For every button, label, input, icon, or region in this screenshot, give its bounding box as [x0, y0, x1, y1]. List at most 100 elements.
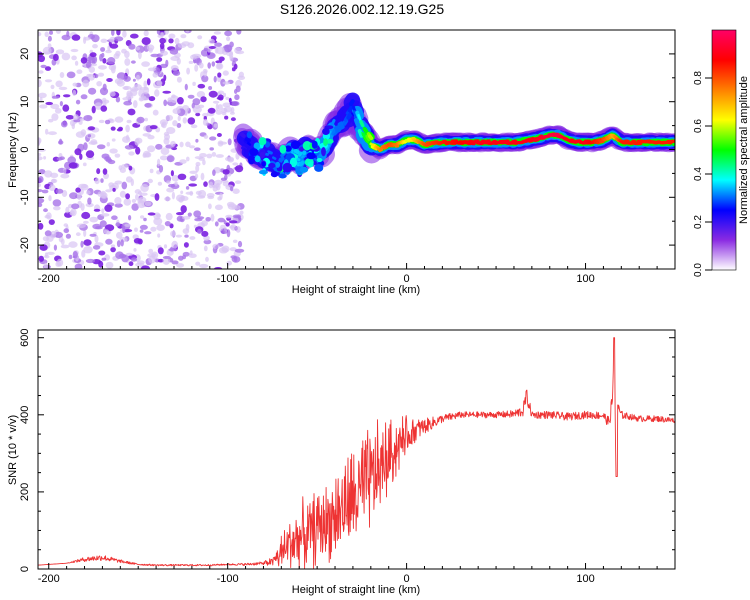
noise-blob — [59, 101, 64, 107]
noise-blob — [196, 195, 206, 199]
noise-blob — [73, 119, 81, 123]
noise-blob — [125, 124, 130, 133]
noise-blob — [101, 153, 110, 159]
colorbar-ticks: 0.0 0.2 0.4 0.6 0.8 — [693, 71, 712, 277]
spectrogram-xtick-label: 0 — [404, 273, 410, 285]
noise-blob — [148, 255, 156, 264]
noise-blob — [227, 157, 234, 163]
noise-blob — [212, 100, 220, 104]
noise-blob — [128, 43, 136, 50]
noise-blob — [103, 229, 110, 234]
noise-blob — [189, 250, 193, 256]
ridge-segment — [532, 137, 538, 141]
spectrogram-xtick-label: -100 — [217, 273, 239, 285]
noise-blob — [61, 52, 71, 61]
noise-blob — [54, 231, 63, 238]
noise-blob — [71, 34, 81, 41]
noise-blob — [88, 66, 96, 73]
ridge-blob — [270, 171, 279, 178]
noise-blob — [38, 137, 41, 146]
noise-blob — [200, 96, 207, 103]
noise-blob — [171, 240, 178, 249]
ridge-segment — [313, 157, 318, 162]
noise-blob — [91, 105, 96, 114]
noise-blob — [49, 30, 53, 35]
noise-blob — [184, 83, 188, 91]
noise-blob — [87, 126, 96, 131]
noise-blob — [100, 47, 106, 52]
ridge-segment — [357, 129, 364, 138]
noise-blob — [65, 206, 70, 214]
noise-blob — [235, 79, 243, 88]
noise-blob — [76, 192, 82, 201]
noise-blob — [180, 205, 187, 214]
noise-blob — [187, 42, 195, 49]
noise-blob — [122, 97, 131, 101]
ridge-segment — [538, 134, 544, 138]
spectrogram-ytick-label: -20 — [19, 237, 31, 253]
noise-blob — [122, 136, 131, 143]
noise-blob — [132, 78, 136, 82]
noise-blob — [158, 165, 164, 173]
colorbar-gradient — [711, 29, 737, 271]
noise-blob — [160, 50, 168, 56]
noise-blob — [159, 30, 165, 33]
noise-blob — [128, 215, 132, 221]
ridge-segment — [337, 128, 342, 132]
ridge-segment — [301, 154, 305, 159]
noise-blob — [70, 48, 79, 53]
noise-blob — [147, 67, 157, 72]
noise-blob — [194, 64, 199, 72]
noise-blob — [176, 57, 181, 65]
noise-blob — [85, 202, 94, 208]
noise-blob — [124, 50, 130, 59]
noise-blob — [177, 115, 181, 122]
noise-blob — [135, 146, 141, 155]
noise-blob — [133, 100, 138, 109]
noise-blob — [190, 124, 198, 129]
noise-blob — [119, 190, 126, 198]
colorbar-tick-label: 0.8 — [693, 71, 704, 85]
noise-blob — [235, 180, 242, 184]
noise-blob — [164, 133, 170, 141]
noise-blob — [72, 82, 78, 87]
colorbar-tick-label: 0.4 — [693, 167, 704, 181]
noise-blob — [124, 145, 134, 150]
noise-blob — [203, 47, 208, 52]
noise-blob — [59, 156, 65, 160]
noise-blob — [127, 108, 136, 116]
snr-line — [38, 337, 675, 569]
noise-blob — [85, 150, 95, 159]
noise-blob — [213, 123, 218, 128]
noise-blob — [97, 72, 105, 77]
noise-blob — [203, 181, 208, 187]
ridge-blob — [307, 161, 314, 168]
noise-blob — [105, 49, 112, 54]
ridge-segment — [295, 157, 301, 162]
ridge-segment — [244, 137, 251, 143]
noise-blob — [102, 168, 108, 175]
noise-blob — [48, 195, 52, 202]
noise-blob — [141, 265, 150, 269]
noise-blob — [105, 261, 114, 269]
ridge-segment — [359, 120, 365, 128]
noise-blob — [96, 168, 101, 175]
ridge-segment — [362, 126, 369, 134]
noise-blob — [170, 230, 177, 237]
noise-blob — [136, 74, 140, 81]
noise-blob — [179, 159, 187, 165]
spectrogram-ytick-label: -10 — [19, 189, 31, 205]
noise-blob — [160, 147, 170, 155]
ridge-blob — [321, 147, 326, 157]
snr-panel: -200 -100 0 100 0 200 400 600 Height of straig… — [7, 329, 676, 596]
noise-blob — [80, 203, 85, 211]
noise-blob — [69, 210, 75, 216]
noise-blob — [224, 115, 229, 120]
noise-blob — [207, 107, 216, 114]
ridge-segment — [271, 156, 277, 160]
noise-blob — [169, 48, 179, 55]
noise-blob — [230, 255, 237, 259]
noise-blob — [209, 147, 214, 151]
noise-blob — [58, 86, 68, 91]
